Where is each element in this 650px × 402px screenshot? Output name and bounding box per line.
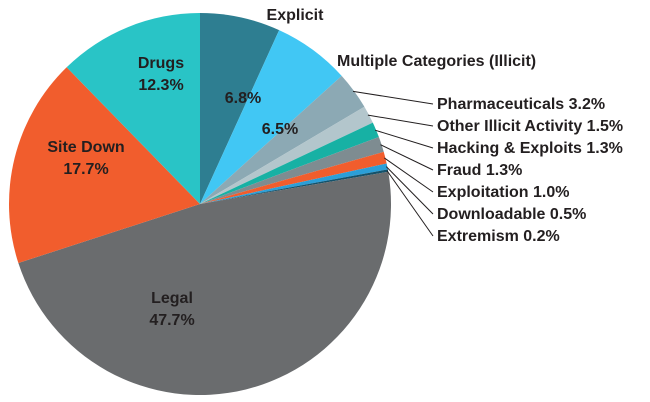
pie-slice-extremism xyxy=(200,169,389,204)
pie-slice-multiple-categories-illicit xyxy=(200,30,342,205)
slice-name-legal: Legal xyxy=(151,290,193,307)
pie-slice-other-illicit-activity xyxy=(200,106,373,204)
pie-slice-drugs xyxy=(66,13,201,204)
slice-value-site-down: 17.7% xyxy=(63,161,108,178)
slice-label-fraud: Fraud 1.3% xyxy=(437,162,522,179)
slice-label-exploitation: Exploitation 1.0% xyxy=(437,184,569,201)
leader-line-exploitation xyxy=(384,157,434,193)
leader-line-other-illicit-activity xyxy=(367,114,434,127)
pie-slice-exploitation xyxy=(200,151,387,204)
slice-label-downloadable: Downloadable 0.5% xyxy=(437,206,586,223)
slice-value-drugs: 12.3% xyxy=(138,77,183,94)
pie-slice-explicit xyxy=(200,12,280,204)
pie-slice-hacking-exploits xyxy=(200,122,379,204)
pie-slice-pharmaceuticals xyxy=(200,75,365,205)
slice-label-extremism: Extremism 0.2% xyxy=(437,228,560,245)
pie-slice-fraud xyxy=(200,137,384,204)
slice-name-site-down: Site Down xyxy=(47,139,124,156)
slice-name-drugs: Drugs xyxy=(138,55,184,72)
leader-line-extremism xyxy=(386,170,434,237)
leader-line-downloadable xyxy=(385,166,434,215)
leader-line-pharmaceuticals xyxy=(352,90,434,105)
slice-label-hacking-exploits: Hacking & Exploits 1.3% xyxy=(437,140,623,157)
slice-name-explicit: Explicit xyxy=(267,7,325,24)
slice-value-legal: 47.7% xyxy=(149,312,194,329)
leader-line-hacking-exploits xyxy=(374,129,434,149)
slice-value-explicit: 6.8% xyxy=(225,90,261,107)
pie-slice-site-down xyxy=(9,67,201,264)
leader-line-fraud xyxy=(380,144,434,171)
slice-value-multiple-categories-illicit: 6.5% xyxy=(262,121,298,138)
slice-label-pharmaceuticals: Pharmaceuticals 3.2% xyxy=(437,96,605,113)
slice-label-other-illicit-activity: Other Illicit Activity 1.5% xyxy=(437,118,623,135)
slice-name-multiple-categories-illicit: Multiple Categories (Illicit) xyxy=(337,53,536,70)
pie-slice-legal xyxy=(18,171,392,395)
pie-slice-downloadable xyxy=(200,163,388,204)
